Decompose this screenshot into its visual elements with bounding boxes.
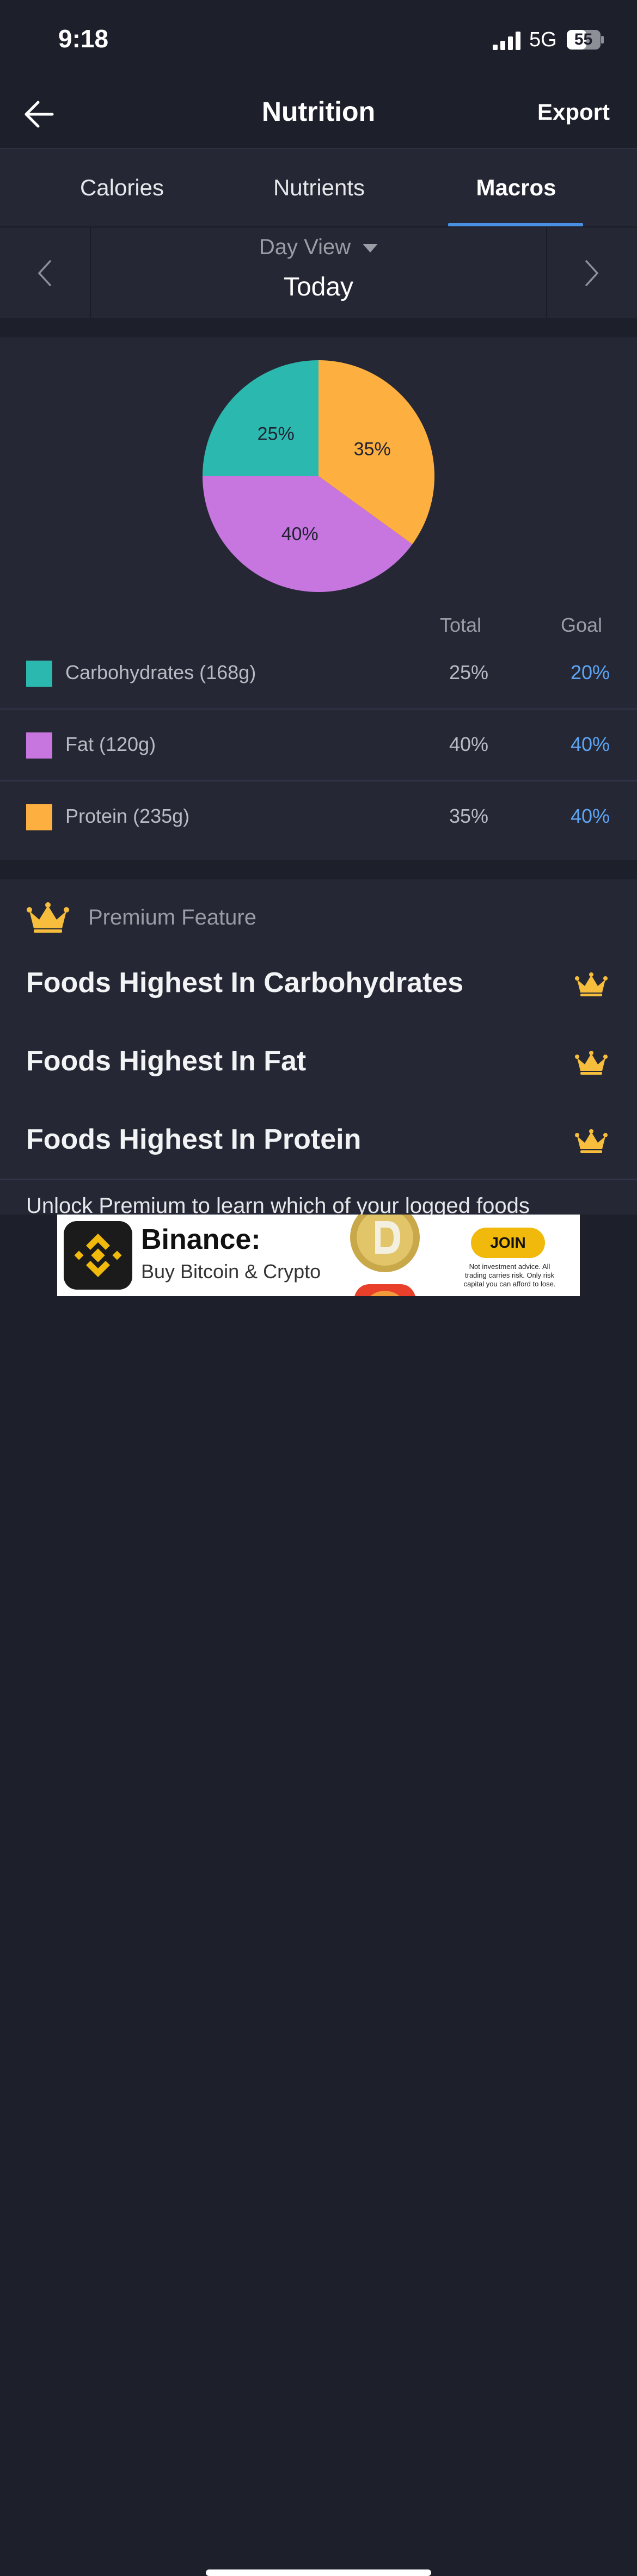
network-label: 5G bbox=[529, 28, 557, 51]
tab-calories[interactable]: Calories bbox=[79, 175, 164, 200]
ad-banner[interactable]: Binance: Buy Bitcoin & Crypto JOIN Not i… bbox=[57, 1215, 580, 1296]
arrow-left-icon[interactable] bbox=[22, 98, 57, 131]
ad-title: Binance: bbox=[141, 1224, 261, 1255]
macro-row-fat: Fat (120g) 40% 40% bbox=[0, 710, 637, 781]
caret-down-icon bbox=[363, 244, 378, 253]
ad-area: Binance: Buy Bitcoin & Crypto JOIN Not i… bbox=[0, 1215, 637, 2576]
pie-label-fat: 40% bbox=[281, 523, 318, 544]
binance-logo-icon bbox=[64, 1221, 132, 1290]
active-tab-indicator bbox=[448, 223, 583, 226]
premium-feature-label: Premium Feature bbox=[88, 905, 256, 929]
crown-icon bbox=[575, 972, 608, 996]
ad-join-button[interactable]: JOIN bbox=[471, 1228, 545, 1258]
divider bbox=[0, 1179, 637, 1180]
premium-item-fat[interactable]: Foods Highest In Fat bbox=[0, 1023, 637, 1101]
pie-slice-carbohydrates bbox=[203, 360, 318, 476]
view-selector-label: Day View bbox=[259, 235, 351, 259]
macro-row-protein: Protein (235g) 35% 40% bbox=[0, 781, 637, 852]
battery-icon: 55 bbox=[566, 29, 604, 50]
carbohydrates-swatch bbox=[26, 661, 52, 687]
macro-label: Fat (120g) bbox=[65, 733, 156, 755]
pie-label-protein: 35% bbox=[354, 439, 391, 460]
pie-slice-protein bbox=[318, 360, 435, 545]
macro-total: 35% bbox=[449, 805, 489, 827]
protein-swatch bbox=[26, 804, 52, 830]
period-label: Today bbox=[283, 273, 354, 301]
date-navigator: Day View Today bbox=[0, 227, 637, 318]
page-title: Nutrition bbox=[261, 96, 376, 127]
chevron-right-icon bbox=[585, 260, 599, 286]
home-indicator bbox=[206, 2569, 431, 2576]
cellular-signal-icon bbox=[493, 32, 520, 50]
pie-label-carbohydrates: 25% bbox=[258, 424, 295, 445]
unlock-premium-text: Unlock Premium to learn which of your lo… bbox=[26, 1194, 530, 1215]
macro-label: Protein (235g) bbox=[65, 805, 190, 827]
next-day-button[interactable] bbox=[546, 227, 637, 318]
tab-macros[interactable]: Macros bbox=[476, 175, 556, 200]
premium-item-label: Foods Highest In Fat bbox=[26, 1045, 307, 1077]
column-header-total: Total bbox=[439, 614, 482, 636]
column-header-goal: Goal bbox=[560, 614, 603, 636]
macros-chart-card: 35% 40% 25% Total Goal Carbohydrates (168g… bbox=[0, 337, 637, 860]
status-bar: 9:18 5G 55 bbox=[0, 0, 637, 76]
crown-icon bbox=[575, 1051, 608, 1075]
export-button[interactable]: Export bbox=[537, 99, 610, 125]
dogecoin-illustration-icon bbox=[350, 1215, 420, 1296]
ad-disclaimer: Not investment advice. All trading carri… bbox=[463, 1262, 556, 1288]
premium-item-label: Foods Highest In Carbohydrates bbox=[26, 967, 464, 999]
macro-goal[interactable]: 40% bbox=[570, 733, 610, 755]
ad-subtitle: Buy Bitcoin & Crypto bbox=[141, 1260, 321, 1283]
macro-goal[interactable]: 40% bbox=[570, 805, 610, 827]
chevron-left-icon bbox=[38, 260, 51, 286]
macro-total: 40% bbox=[449, 733, 489, 755]
tab-nutrients[interactable]: Nutrients bbox=[273, 175, 365, 200]
premium-item-protein[interactable]: Foods Highest In Protein bbox=[0, 1101, 637, 1180]
previous-day-button[interactable] bbox=[0, 227, 91, 318]
view-selector[interactable]: Day View bbox=[0, 235, 637, 260]
premium-feature-card: Premium Feature Foods Highest In Carbohy… bbox=[0, 879, 637, 1215]
macro-label: Carbohydrates (168g) bbox=[65, 661, 256, 683]
macros-pie-chart: 35% 40% 25% bbox=[203, 360, 435, 592]
tab-bar: Calories Nutrients Macros bbox=[0, 149, 637, 227]
premium-item-label: Foods Highest In Protein bbox=[26, 1124, 362, 1155]
macro-goal[interactable]: 20% bbox=[570, 661, 610, 683]
status-time: 9:18 bbox=[58, 24, 109, 53]
app-header: Nutrition Export bbox=[0, 76, 637, 149]
crown-icon bbox=[575, 1129, 608, 1153]
battery-level: 55 bbox=[574, 30, 593, 48]
pie-slice-fat bbox=[203, 476, 413, 592]
premium-item-carbohydrates[interactable]: Foods Highest In Carbohydrates bbox=[0, 945, 637, 1023]
macro-total: 25% bbox=[449, 661, 489, 683]
crown-icon bbox=[27, 902, 69, 933]
macro-row-carbohydrates: Carbohydrates (168g) 25% 20% bbox=[0, 638, 637, 710]
fat-swatch bbox=[26, 732, 52, 759]
